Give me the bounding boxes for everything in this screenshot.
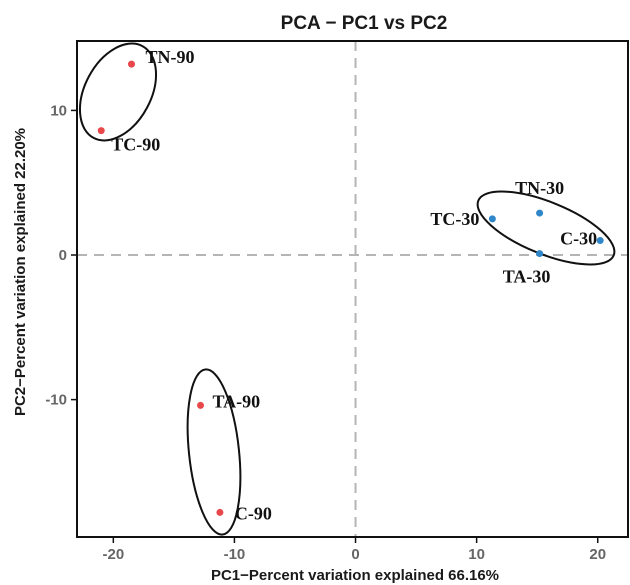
y-axis-ticks: -10 0 10 <box>45 102 77 409</box>
plot-frame <box>76 40 629 538</box>
data-points <box>97 60 604 516</box>
point-labels: TN-90 TC-90 TA-90 C-90 TN-30 TC-30 C-30 TA-30 <box>111 47 597 523</box>
point-label-tn-30: TN-30 <box>515 178 564 198</box>
data-point-c-30 <box>596 237 604 245</box>
data-point-c-90 <box>216 508 224 516</box>
x-tick-label: 0 <box>351 546 359 563</box>
point-label-c-30: C-30 <box>560 229 597 249</box>
data-point-tc-30 <box>488 215 496 223</box>
x-tick-label: -10 <box>224 546 246 563</box>
chart-title: PCA − PC1 vs PC2 <box>281 13 448 34</box>
data-point-ta-30 <box>536 250 544 258</box>
cluster-ellipse <box>476 190 616 266</box>
y-tick-label: 0 <box>59 247 67 264</box>
cluster-ellipse <box>186 368 242 536</box>
x-tick-label: -20 <box>102 546 124 563</box>
data-point-ta-90 <box>197 401 205 409</box>
point-label-tc-30: TC-30 <box>430 209 479 229</box>
data-point-tn-90 <box>127 60 135 68</box>
data-point-tc-90 <box>97 127 105 135</box>
x-axis-label: PC1−Percent variation explained 66.16% <box>211 567 499 584</box>
point-label-c-90: C-90 <box>235 503 272 523</box>
x-tick-label: 20 <box>589 546 606 563</box>
data-point-tn-30 <box>536 209 544 217</box>
point-label-ta-90: TA-90 <box>213 391 261 411</box>
point-label-ta-30: TA-30 <box>503 267 551 287</box>
reference-lines <box>77 41 628 537</box>
y-tick-label: 10 <box>50 102 67 119</box>
y-tick-label: -10 <box>45 392 67 409</box>
point-label-tc-90: TC-90 <box>111 135 160 155</box>
x-axis-ticks: -20 -10 0 10 20 <box>102 537 606 563</box>
cluster-ellipses <box>78 42 616 536</box>
point-label-tn-90: TN-90 <box>145 47 194 67</box>
cluster-ellipse <box>78 42 158 142</box>
x-tick-label: 10 <box>468 546 485 563</box>
y-axis-label: PC2−Percent variation explained 22.20% <box>12 128 29 416</box>
